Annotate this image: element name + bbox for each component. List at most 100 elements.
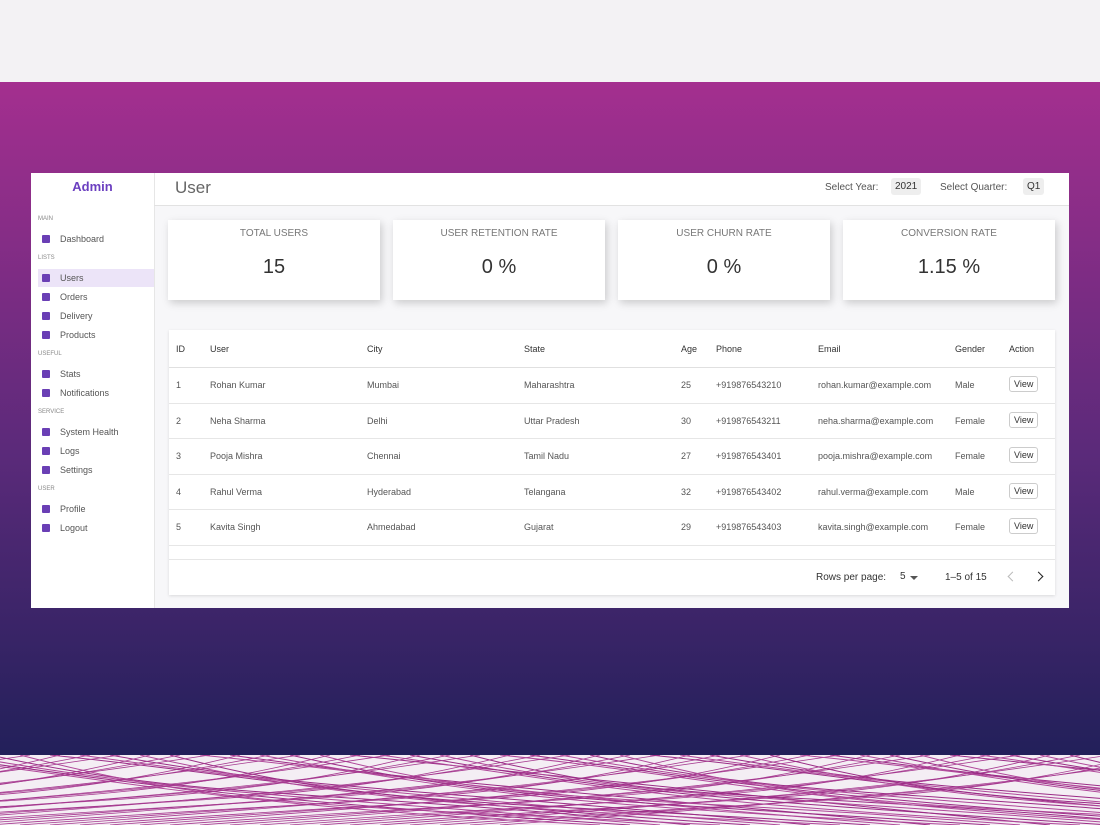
stat-label: USER RETENTION RATE [440,228,558,239]
cell: Delhi [367,415,388,426]
section-title: MAIN [38,216,53,222]
nav-item[interactable]: Logs [38,442,154,460]
cell: 2 [176,415,182,426]
deco-curve [79,755,781,825]
deco-curve [859,755,1100,793]
page-title: User [175,178,211,197]
deco-curve [0,755,571,816]
deco-curve [0,755,301,793]
cell: Male [955,486,975,497]
cell: 25 [681,380,692,390]
row-divider [169,473,1055,475]
stat-card: CONVERSION RATE 1.15 % [843,220,1055,300]
deco-curve [919,755,1100,790]
cell: Uttar Pradesh [524,415,580,426]
deco-curve [229,755,931,825]
deco-curve [0,755,331,802]
nav-icon [42,428,50,436]
deco-curve [0,755,91,772]
nav-item[interactable]: System Health [38,423,154,441]
view-button[interactable]: View [1009,411,1039,428]
deco-curve [0,755,661,823]
nav-label: Profile [60,504,86,514]
deco-curve [0,755,421,808]
row-divider [169,509,1055,510]
nav-icon [42,466,50,474]
row-divider [169,438,1055,439]
next-page[interactable] [1033,571,1044,582]
deco-curve [0,755,541,814]
deco-curve [949,755,1100,771]
row-divider [169,544,1055,546]
stat-label: CONVERSION RATE [901,228,997,239]
cell: 1 [176,380,182,390]
view-button[interactable]: View [1009,518,1039,534]
deco-curve [0,755,691,825]
deco-curve [0,766,601,825]
view-button[interactable]: View [1009,482,1039,499]
deco-curve [529,755,1100,817]
deco-curve [229,755,931,825]
nav-label: Logs [60,446,80,456]
view-button[interactable]: View [1009,447,1039,463]
nav-icon [42,312,50,320]
table-card: ID User City State Age Phone Email Gender Action… [169,330,1055,595]
nav-icon [42,370,50,378]
deco-curve [409,755,1100,825]
deco-curve [259,755,961,825]
column-header: State [524,344,546,354]
stat-value: 1.15 % [917,256,981,278]
admin-window: Admin MAIN Dashboard LISTS Users Orders Delive… [31,173,1069,608]
deco-curve [0,755,511,813]
stat-value: 0 % [481,256,517,278]
decorative-lines [0,755,1100,825]
deco-curve [499,768,1100,825]
brand: Admin [72,179,113,194]
deco-curve [289,755,991,825]
nav-item[interactable]: Users [38,269,154,287]
deco-curve [469,755,1100,820]
nav-icon [42,293,50,301]
year-select[interactable]: 2021 [891,178,922,195]
prev-page[interactable] [1007,571,1018,582]
nav-item[interactable]: Logout [38,519,154,537]
footer-divider [169,559,1055,560]
nav-item[interactable]: Stats [38,365,154,383]
deco-curve [0,755,601,819]
year-label: Select Year: [825,182,879,193]
column-header: Action [1009,344,1035,354]
deco-curve [109,755,811,825]
cell: Gujarat [524,522,554,532]
rows-per-page-select[interactable]: 5 [900,571,906,582]
cell: 27 [681,451,692,461]
column-header: ID [176,344,185,354]
nav-item[interactable]: Notifications [38,384,154,402]
cell: 32 [681,486,692,497]
nav-item[interactable]: Profile [38,500,154,518]
cell: Neha Sharma [210,415,266,426]
deco-curve [439,764,1100,825]
cell: +919876543403 [716,522,782,532]
nav-item[interactable]: Dashboard [38,230,154,248]
nav-label: Orders [60,292,88,302]
cell: Maharashtra [524,380,575,390]
nav-item[interactable]: Settings [38,461,154,479]
nav-icon [42,447,50,455]
view-button[interactable]: View [1009,376,1039,392]
deco-curve [0,756,691,825]
deco-curve [259,755,961,825]
nav-icon [42,524,50,532]
nav-label: System Health [60,427,119,437]
nav-item[interactable]: Delivery [38,307,154,325]
nav-item[interactable]: Orders [38,288,154,306]
cell: +919876543401 [716,451,782,461]
stat-card: USER RETENTION RATE 0 % [393,220,605,300]
cell: Telangana [524,486,566,497]
nav-item[interactable]: Products [38,326,154,344]
cell: +919876543211 [716,415,781,426]
quarter-select[interactable]: Q1 [1023,178,1045,195]
cell: Pooja Mishra [210,451,263,461]
nav-icon [42,331,50,339]
deco-curve [0,755,211,784]
